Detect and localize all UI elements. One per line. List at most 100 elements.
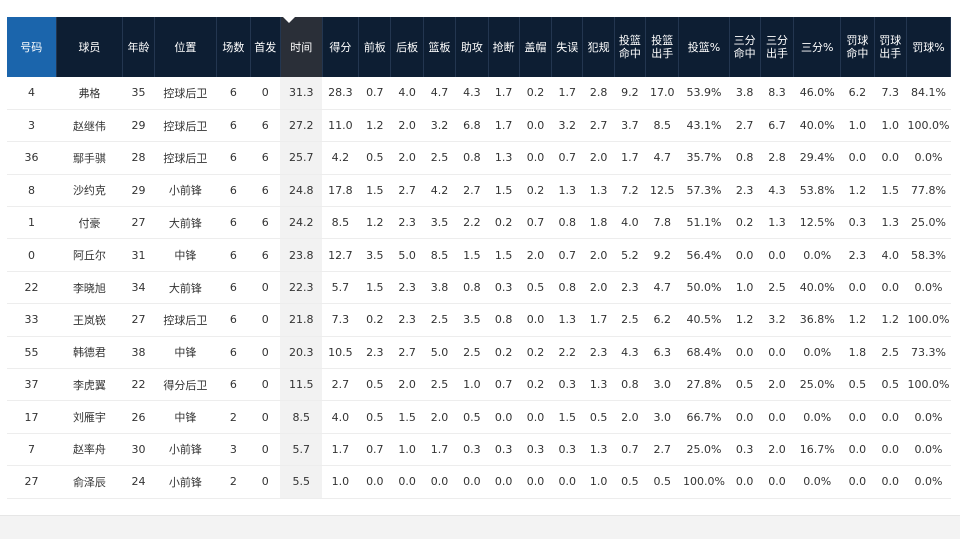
cell-age: 29 xyxy=(122,174,155,208)
cell-ftp: 84.1% xyxy=(906,77,951,110)
column-header-tpm[interactable]: 三分 命中 xyxy=(729,17,761,77)
cell-blk: 0.0 xyxy=(519,303,552,337)
cell-fta: 0.0 xyxy=(874,271,907,305)
player-stats-table: 号码 球员 年龄 位置 场数 首发 时间 得分 前板 后板 篮板 助攻 抢断 盖帽 失误 犯规 投篮 命中 投篮 出手… xyxy=(7,17,952,499)
cell-starts: 0 xyxy=(250,368,281,402)
column-header-fgm[interactable]: 投篮 命中 xyxy=(614,17,647,77)
cell-starts: 6 xyxy=(250,238,281,272)
cell-fgp: 57.3% xyxy=(678,174,730,208)
table-row[interactable]: 22 李晓旭 34 大前锋 6 0 22.3 5.7 1.5 2.3 3.8 0.8 0.3 0.5 0.8… xyxy=(7,271,951,305)
cell-games: 3 xyxy=(216,433,251,467)
column-header-label: 罚球 命中 xyxy=(846,34,869,60)
column-header-ftm[interactable]: 罚球 命中 xyxy=(840,17,875,77)
column-header-player[interactable]: 球员 xyxy=(56,17,124,77)
cell-reb: 3.8 xyxy=(423,271,456,305)
cell-blk: 0.0 xyxy=(519,465,552,499)
column-header-ast[interactable]: 助攻 xyxy=(455,17,489,77)
cell-reb: 4.2 xyxy=(423,174,456,208)
column-header-label: 得分 xyxy=(329,40,352,54)
cell-ftm: 1.0 xyxy=(840,109,875,143)
column-header-games[interactable]: 场数 xyxy=(216,17,251,77)
table-row[interactable]: 8 沙约克 29 小前锋 6 6 24.8 17.8 1.5 2.7 4.2 2.7 1.5 0.2 1.3… xyxy=(7,174,951,208)
column-header-fga[interactable]: 投篮 出手 xyxy=(645,17,680,77)
table-row[interactable]: 17 刘雁宇 26 中锋 2 0 8.5 4.0 0.5 1.5 2.0 0.5 0.0 0.0 1.5 0.… xyxy=(7,400,951,434)
cell-pts: 12.7 xyxy=(322,238,359,272)
cell-pf: 2.0 xyxy=(582,271,615,305)
column-header-ftp[interactable]: 罚球% xyxy=(906,17,952,77)
cell-fta: 1.3 xyxy=(874,206,907,240)
column-header-fta[interactable]: 罚球 出手 xyxy=(874,17,907,77)
column-header-min[interactable]: 时间 xyxy=(280,17,323,77)
cell-blk: 0.2 xyxy=(519,77,552,110)
cell-tpp: 0.0% xyxy=(793,465,841,499)
cell-fgp: 53.9% xyxy=(678,77,730,110)
cell-games: 6 xyxy=(216,141,251,175)
cell-player: 阿丘尔 xyxy=(56,238,123,272)
column-header-tpa[interactable]: 三分 出手 xyxy=(760,17,795,77)
cell-pts: 1.0 xyxy=(322,465,359,499)
cell-starts: 0 xyxy=(250,433,281,467)
column-header-label: 助攻 xyxy=(460,40,483,54)
table-row[interactable]: 36 鄢手骐 28 控球后卫 6 6 25.7 4.2 0.5 2.0 2.5 0.8 1.3 0.0 0.… xyxy=(7,141,951,175)
cell-starts: 0 xyxy=(250,77,281,110)
cell-pts: 4.0 xyxy=(322,400,359,434)
table-row[interactable]: 3 赵继伟 29 控球后卫 6 6 27.2 11.0 1.2 2.0 3.2 6.8 1.7 0.0 3.… xyxy=(7,109,951,143)
column-header-label: 时间 xyxy=(290,40,313,54)
cell-num: 33 xyxy=(7,303,57,337)
cell-pos: 大前锋 xyxy=(154,206,217,240)
table-row[interactable]: 37 李虎翼 22 得分后卫 6 0 11.5 2.7 0.5 2.0 2.5 1.0 0.7 0.2 0.… xyxy=(7,368,951,402)
cell-tov: 1.5 xyxy=(551,400,583,434)
cell-stl: 0.0 xyxy=(488,465,520,499)
cell-dreb: 2.7 xyxy=(390,174,424,208)
column-header-tov[interactable]: 失误 xyxy=(551,17,584,77)
sort-desc-caret-icon xyxy=(283,17,295,23)
cell-reb: 2.5 xyxy=(423,368,456,402)
column-header-blk[interactable]: 盖帽 xyxy=(519,17,553,77)
cell-stl: 1.5 xyxy=(488,238,520,272)
cell-num: 1 xyxy=(7,206,57,240)
cell-ftm: 0.0 xyxy=(840,271,875,305)
cell-ftp: 0.0% xyxy=(906,433,951,467)
cell-games: 6 xyxy=(216,368,251,402)
column-header-dreb[interactable]: 后板 xyxy=(390,17,424,77)
cell-tpm: 0.5 xyxy=(729,368,761,402)
column-header-stl[interactable]: 抢断 xyxy=(488,17,520,77)
cell-fgp: 50.0% xyxy=(678,271,730,305)
cell-oreb: 0.5 xyxy=(358,368,391,402)
column-header-tpp[interactable]: 三分% xyxy=(793,17,842,77)
table-row[interactable]: 33 王岚嵚 27 控球后卫 6 0 21.8 7.3 0.2 2.3 2.5 3.5 0.8 0.0 1.… xyxy=(7,303,951,337)
column-header-pos[interactable]: 位置 xyxy=(154,17,218,77)
table-row[interactable]: 27 俞泽辰 24 小前锋 2 0 5.5 1.0 0.0 0.0 0.0 0.0 0.0 0.0 0.0 1… xyxy=(7,465,951,499)
cell-pos: 小前锋 xyxy=(154,174,217,208)
cell-min: 27.2 xyxy=(280,109,323,143)
cell-player: 鄢手骐 xyxy=(56,141,123,175)
cell-ftp: 100.0% xyxy=(906,368,951,402)
cell-tpm: 3.8 xyxy=(729,77,761,110)
header-row: 号码 球员 年龄 位置 场数 首发 时间 得分 前板 后板 篮板 助攻 抢断 盖帽 失误 犯规 投篮 命中 投篮 出手… xyxy=(7,17,952,77)
cell-oreb: 2.3 xyxy=(358,336,391,370)
column-header-age[interactable]: 年龄 xyxy=(122,17,155,77)
column-header-label: 三分 命中 xyxy=(733,34,756,60)
cell-reb: 3.5 xyxy=(423,206,456,240)
cell-fta: 2.5 xyxy=(874,336,907,370)
column-header-pf[interactable]: 犯规 xyxy=(582,17,615,77)
table-row[interactable]: 4 弗格 35 控球后卫 6 0 31.3 28.3 0.7 4.0 4.7 4.3 1.7 0.2 1.7… xyxy=(7,77,951,110)
cell-fta: 0.0 xyxy=(874,400,907,434)
column-header-fgp[interactable]: 投篮% xyxy=(678,17,730,77)
cell-tpp: 40.0% xyxy=(793,271,841,305)
cell-min: 8.5 xyxy=(280,400,323,434)
column-header-oreb[interactable]: 前板 xyxy=(358,17,392,77)
column-header-reb[interactable]: 篮板 xyxy=(423,17,457,77)
cell-fgm: 7.2 xyxy=(614,174,646,208)
cell-stl: 1.3 xyxy=(488,141,520,175)
column-header-starts[interactable]: 首发 xyxy=(250,17,281,77)
table-row[interactable]: 1 付豪 27 大前锋 6 6 24.2 8.5 1.2 2.3 3.5 2.2 0.2 0.7 0.8 1.… xyxy=(7,206,951,240)
column-header-num[interactable]: 号码 xyxy=(7,17,57,77)
table-row[interactable]: 0 阿丘尔 31 中锋 6 6 23.8 12.7 3.5 5.0 8.5 1.5 1.5 2.0 0.7 2… xyxy=(7,238,951,272)
cell-fgm: 0.5 xyxy=(614,465,646,499)
table-row[interactable]: 7 赵率舟 30 小前锋 3 0 5.7 1.7 0.7 1.0 1.7 0.3 0.3 0.3 0.3 1.… xyxy=(7,433,951,467)
column-header-label: 抢断 xyxy=(492,40,515,54)
cell-min: 23.8 xyxy=(280,238,323,272)
column-header-pts[interactable]: 得分 xyxy=(322,17,360,77)
table-row[interactable]: 55 韩德君 38 中锋 6 0 20.3 10.5 2.3 2.7 5.0 2.5 0.2 0.2 2.2… xyxy=(7,336,951,370)
